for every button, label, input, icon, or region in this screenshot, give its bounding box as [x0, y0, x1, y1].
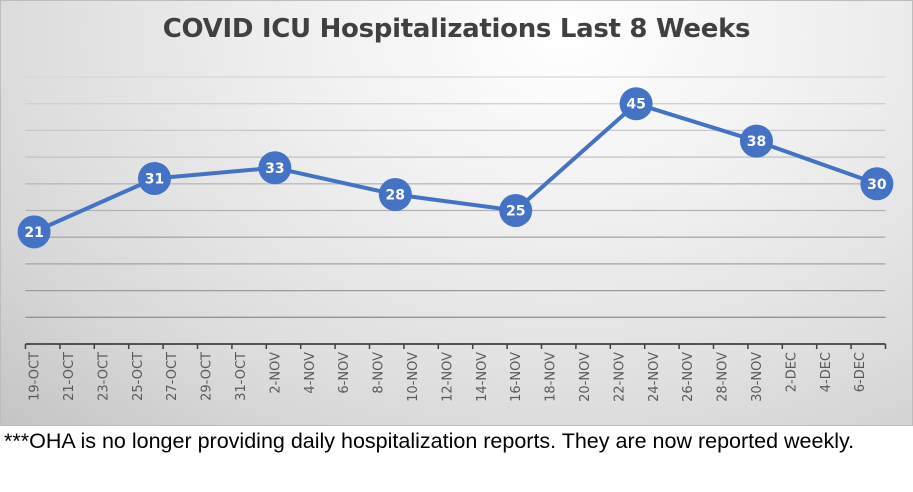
data-label: 30: [867, 177, 887, 193]
x-tick-label: 26-NOV: [681, 352, 696, 402]
data-label: 38: [747, 134, 766, 150]
x-tick-label: 4-DEC: [819, 352, 834, 392]
chart-area: [0, 0, 913, 426]
data-label: 28: [386, 187, 405, 203]
data-point: [258, 151, 292, 185]
x-tick-label: 16-NOV: [509, 352, 524, 402]
footnote: ***OHA is no longer providing daily hosp…: [4, 429, 855, 453]
x-tick-label: 6-NOV: [337, 352, 352, 394]
data-point: [619, 87, 653, 121]
x-tick-label: 12-NOV: [440, 352, 455, 402]
data-point: [138, 161, 171, 195]
x-tick-label: 31-OCT: [234, 352, 249, 401]
chart-title: COVID ICU Hospitalizations Last 8 Weeks: [162, 14, 751, 44]
data-point: [499, 194, 533, 227]
data-label: 21: [24, 225, 43, 241]
x-tick-label: 22-NOV: [612, 352, 627, 402]
x-tick-label: 14-NOV: [475, 352, 490, 402]
x-tick-label: 30-NOV: [750, 352, 765, 402]
series-line: [33, 101, 878, 234]
x-tick-label: 8-NOV: [372, 352, 387, 394]
data-label: 45: [626, 97, 645, 113]
x-tick-label: 27-OCT: [165, 352, 180, 401]
x-tick-label: 2-NOV: [268, 352, 283, 394]
data-point: [378, 177, 412, 211]
data-label: 31: [145, 171, 164, 187]
data-label: 33: [265, 161, 284, 177]
data-label: 25: [506, 204, 525, 220]
data-point: [860, 167, 894, 201]
x-tick-label: 20-NOV: [578, 352, 593, 402]
x-tick-label: 19-OCT: [28, 352, 43, 401]
x-tick-label: 29-OCT: [200, 352, 215, 401]
x-tick-label: 18-NOV: [544, 352, 559, 402]
x-tick-label: 21-OCT: [62, 352, 77, 401]
x-tick-label: 24-NOV: [647, 352, 662, 402]
x-tick-label: 2-DEC: [784, 352, 799, 392]
x-tick-label: 10-NOV: [406, 352, 421, 402]
x-tick-label: 23-OCT: [96, 352, 111, 401]
x-tick-label: 6-DEC: [853, 352, 868, 392]
data-point: [17, 215, 51, 249]
data-point: [740, 124, 773, 158]
x-tick-label: 25-OCT: [131, 352, 146, 401]
plot-area: 19-OCT 21-OCT 23-OCT 25-OCT 27-OCT 29-OCT 31-O…: [17, 76, 894, 402]
x-tick-label: 4-NOV: [303, 352, 318, 394]
x-tick-label: 28-NOV: [716, 352, 731, 402]
